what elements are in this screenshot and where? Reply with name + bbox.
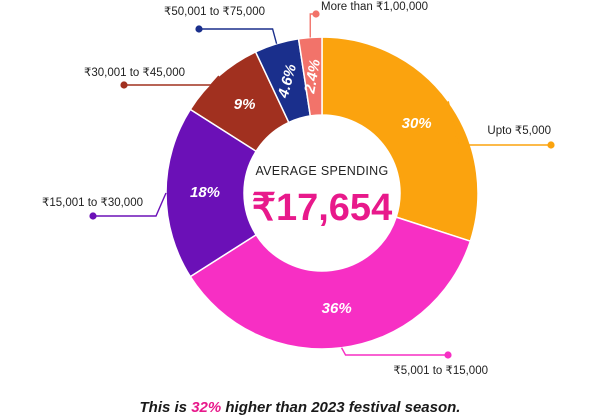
callout-label: ₹30,001 to ₹45,000 xyxy=(84,67,185,79)
slices-layer xyxy=(165,36,479,350)
callout-line xyxy=(447,101,551,146)
callout-line xyxy=(309,13,316,38)
donut-slice xyxy=(165,108,258,278)
callout-label: More than ₹1,00,000 xyxy=(321,1,428,13)
footer-prefix: This is xyxy=(139,399,192,416)
donut-slice xyxy=(189,216,472,350)
footer-highlight: 32% xyxy=(191,399,222,416)
slice-value-label: 18% xyxy=(190,184,220,201)
callout-label: Upto ₹5,000 xyxy=(487,125,551,137)
center-caption: AVERAGE SPENDING xyxy=(255,164,388,178)
donut-slice xyxy=(321,36,479,243)
callout-line xyxy=(93,192,167,217)
callout-line xyxy=(340,347,448,356)
slice-value-label: 2.4% xyxy=(301,58,324,96)
footer-note: This is 32% higher than 2023 festival se… xyxy=(0,399,600,416)
slice-value-label: 30% xyxy=(402,115,432,132)
callout-dot xyxy=(120,81,128,89)
callout-dot xyxy=(89,212,97,220)
center-value: ₹17,654 xyxy=(252,187,392,229)
callout-dot xyxy=(312,10,320,18)
callout-line xyxy=(124,75,220,86)
callout-label: ₹5,001 to ₹15,000 xyxy=(393,365,488,377)
center-summary: AVERAGE SPENDING ₹17,654 xyxy=(252,164,392,229)
callout-dot xyxy=(195,25,203,33)
donut-slice xyxy=(297,36,323,117)
callout-legend: Upto ₹5,000 ₹5,001 to ₹15,000 ₹15,001 to ₹… xyxy=(42,1,555,377)
footer-suffix: higher than 2023 festival season. xyxy=(221,399,461,416)
callout-dot xyxy=(444,351,452,359)
slice-value-label: 36% xyxy=(322,300,352,317)
callout-dot xyxy=(547,141,555,149)
callout-line xyxy=(199,28,278,44)
slice-value-label: 9% xyxy=(234,96,256,113)
callout-label: ₹50,001 to ₹75,000 xyxy=(164,6,265,18)
callout-label: ₹15,001 to ₹30,000 xyxy=(42,197,143,209)
slice-value-labels: 30%36%18%9%4.6% 2.4% xyxy=(190,58,432,317)
